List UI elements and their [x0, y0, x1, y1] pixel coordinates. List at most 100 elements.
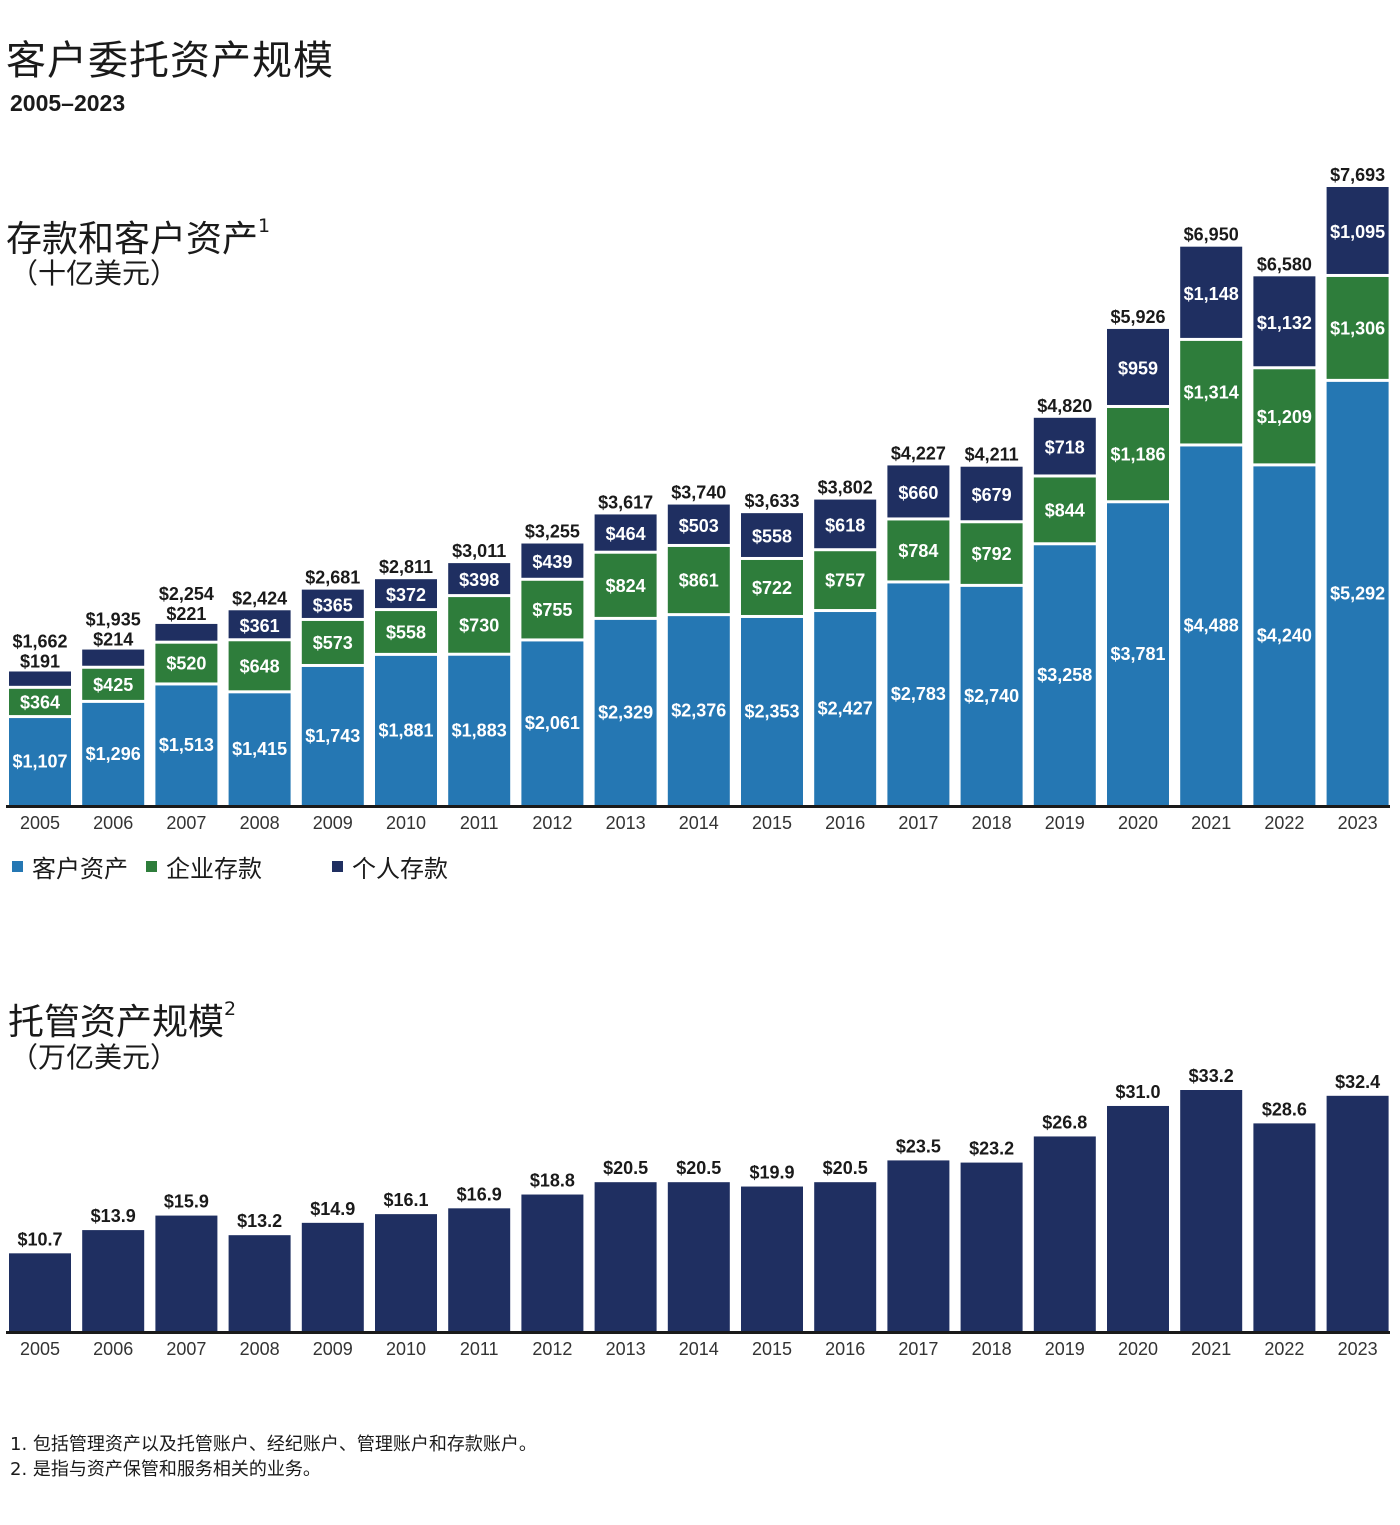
- data-label-personal-deposits-2005: $191: [20, 651, 60, 671]
- data-label-personal-deposits-2006: $214: [93, 630, 133, 650]
- custody-value-label-2010: $16.1: [383, 1190, 428, 1210]
- deposits-chart-footnote-marker: 1: [258, 215, 271, 237]
- custody-value-label-2018: $23.2: [969, 1139, 1014, 1159]
- bar-segment-corporate-deposits-2011: [448, 597, 511, 653]
- data-label-client-assets-2019: $3,258: [1037, 665, 1092, 685]
- custody-bar-2011: [448, 1208, 511, 1331]
- custody-value-label-2017: $23.5: [896, 1136, 941, 1156]
- deposits-chart-unit: （十亿美元）: [10, 257, 179, 290]
- custody-x-tick-label-2021: 2021: [1191, 1339, 1231, 1359]
- bar-segment-client-assets-2015: [741, 617, 803, 805]
- data-label-client-assets-2009: $1,743: [305, 726, 360, 746]
- footnote-1: 1. 包括管理资产以及托管账户、经纪账户、管理账户和存款账户。: [10, 1434, 537, 1455]
- bar-segment-personal-deposits-2014: [667, 504, 730, 544]
- bar-group-2019: $3,258 $844 $718 $4,820: [1033, 396, 1096, 805]
- assets-under-custody-chart: $10.7 2005 $13.9 2006 $15.9 2007 $13.2 2008 $14.…: [6, 1066, 1390, 1359]
- custody-chart-title-text: 托管资产规模: [8, 1002, 225, 1043]
- legend-item-client-assets: 客户资产: [12, 849, 128, 884]
- total-label-2015: $3,633: [744, 491, 799, 511]
- bar-segment-client-assets-2010: [375, 655, 437, 805]
- data-label-corporate-deposits-2008: $648: [240, 656, 280, 676]
- data-label-corporate-deposits-2010: $558: [386, 622, 426, 642]
- custody-chart-unit: （万亿美元）: [10, 1041, 179, 1074]
- x-tick-label-2021: 2021: [1191, 813, 1231, 833]
- custody-bar-2013: [594, 1182, 657, 1331]
- total-label-2005: $1,662: [12, 631, 67, 651]
- data-label-corporate-deposits-2007: $520: [166, 654, 206, 674]
- data-label-client-assets-2020: $3,781: [1110, 644, 1165, 664]
- total-label-2021: $6,950: [1184, 225, 1239, 245]
- bar-segment-corporate-deposits-2009: [301, 620, 364, 664]
- chart-legend: 客户资产 企业存款 个人存款: [12, 849, 448, 884]
- custody-value-label-2020: $31.0: [1115, 1082, 1160, 1102]
- custody-x-tick-label-2012: 2012: [532, 1339, 572, 1359]
- bar-group-2016: $2,427 $757 $618 $3,802: [814, 478, 877, 805]
- x-tick-label-2017: 2017: [898, 813, 938, 833]
- x-tick-label-2011: 2011: [460, 813, 499, 833]
- custody-x-tick-label-2022: 2022: [1264, 1339, 1304, 1359]
- x-tick-label-2010: 2010: [386, 813, 426, 833]
- custody-chart-footnote-marker: 2: [224, 998, 237, 1020]
- data-label-personal-deposits-2012: $439: [532, 552, 572, 572]
- x-axis-line: [6, 805, 1390, 808]
- custody-bar-2021: [1180, 1090, 1243, 1331]
- data-label-client-assets-2015: $2,353: [744, 701, 799, 721]
- total-label-2010: $2,811: [379, 557, 433, 577]
- bar-segment-corporate-deposits-2010: [375, 611, 437, 653]
- custody-x-tick-label-2018: 2018: [972, 1339, 1012, 1359]
- custody-value-label-2012: $18.8: [530, 1171, 575, 1191]
- data-label-client-assets-2016: $2,427: [818, 699, 873, 719]
- total-label-2022: $6,580: [1257, 254, 1312, 274]
- data-label-corporate-deposits-2017: $784: [898, 541, 938, 561]
- data-label-corporate-deposits-2020: $1,186: [1110, 445, 1165, 465]
- custody-bar-2012: [521, 1194, 584, 1331]
- bar-segment-personal-deposits-2016: [814, 499, 877, 549]
- data-label-client-assets-2022: $4,240: [1257, 626, 1312, 646]
- custody-x-tick-label-2023: 2023: [1338, 1339, 1378, 1359]
- custody-bar-2005: [9, 1253, 71, 1331]
- bar-group-2021: $4,488 $1,314 $1,148 $6,950: [1180, 225, 1243, 805]
- bar-segment-corporate-deposits-2017: [887, 520, 950, 581]
- bar-group-2007: $1,513 $520 $221$2,254: [155, 584, 218, 805]
- total-label-2013: $3,617: [598, 492, 653, 512]
- deposits-chart-title: 存款和客户资产1: [6, 210, 270, 262]
- bar-segment-client-assets-2006: [82, 702, 145, 805]
- data-label-personal-deposits-2020: $959: [1118, 358, 1158, 378]
- custody-bar-2023: [1326, 1095, 1389, 1331]
- data-label-corporate-deposits-2018: $792: [972, 544, 1012, 564]
- custody-value-label-2023: $32.4: [1335, 1072, 1380, 1092]
- custody-bar-2008: [228, 1235, 291, 1331]
- bar-group-2010: $1,881 $558 $372 $2,811: [375, 557, 437, 805]
- data-label-corporate-deposits-2005: $364: [20, 692, 60, 712]
- custody-value-label-2013: $20.5: [603, 1158, 648, 1178]
- bar-group-2022: $4,240 $1,209 $1,132 $6,580: [1253, 254, 1316, 805]
- custody-value-label-2008: $13.2: [237, 1211, 282, 1231]
- custody-x-tick-label-2016: 2016: [825, 1339, 865, 1359]
- data-label-corporate-deposits-2023: $1,306: [1330, 318, 1385, 338]
- bar-segment-personal-deposits-2020: [1107, 328, 1169, 405]
- data-label-personal-deposits-2007: $221: [166, 604, 206, 624]
- data-label-personal-deposits-2022: $1,132: [1257, 313, 1312, 333]
- custody-x-tick-label-2005: 2005: [20, 1339, 60, 1359]
- bar-segment-client-assets-2021: [1180, 446, 1243, 805]
- data-label-client-assets-2010: $1,881: [378, 720, 433, 740]
- data-label-corporate-deposits-2015: $722: [752, 578, 792, 598]
- custody-bar-2020: [1107, 1105, 1169, 1331]
- custody-x-tick-label-2008: 2008: [240, 1339, 280, 1359]
- bar-segment-personal-deposits-2022: [1253, 276, 1316, 367]
- data-label-client-assets-2014: $2,376: [671, 701, 726, 721]
- bar-segment-corporate-deposits-2023: [1326, 276, 1389, 379]
- data-label-client-assets-2017: $2,783: [891, 684, 946, 704]
- bar-segment-client-assets-2018: [960, 586, 1023, 805]
- legend-label-client-assets: 客户资产: [32, 855, 128, 883]
- data-label-personal-deposits-2008: $361: [240, 616, 280, 636]
- custody-bar-2009: [301, 1222, 364, 1331]
- legend-item-corporate-deposits: 企业存款: [146, 849, 262, 884]
- data-label-client-assets-2008: $1,415: [232, 739, 287, 759]
- legend-swatch-personal-deposits: [332, 861, 343, 872]
- custody-bar-2016: [814, 1182, 877, 1331]
- bar-segment-personal-deposits-2017: [887, 465, 950, 518]
- bar-segment-personal-deposits-2023: [1326, 187, 1389, 274]
- x-tick-label-2007: 2007: [166, 813, 206, 833]
- custody-value-label-2021: $33.2: [1189, 1066, 1234, 1086]
